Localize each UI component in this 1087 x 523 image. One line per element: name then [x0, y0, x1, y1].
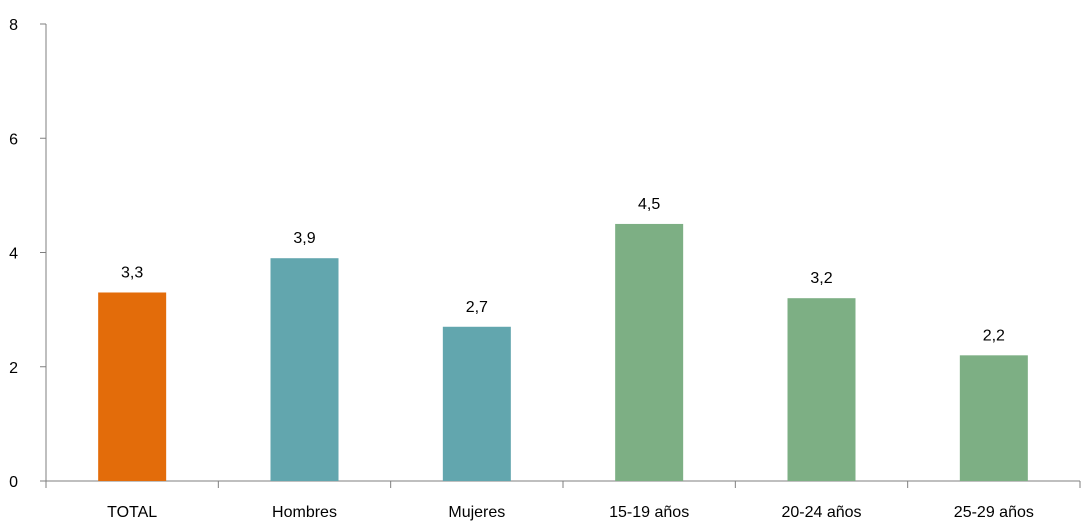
- data-label: 2,7: [466, 299, 488, 316]
- y-tick-label: 8: [9, 17, 18, 34]
- x-tick-label: TOTAL: [107, 504, 157, 521]
- bar: [787, 298, 856, 481]
- bar: [98, 292, 167, 481]
- x-axis: TOTAL Hombres Mujeres 15-19 años 20-24 años 2…: [45, 480, 1081, 521]
- y-tick-label: 2: [9, 360, 18, 377]
- x-tick-label: 20-24 años: [781, 504, 861, 521]
- y-axis: 0 2 4 6 8: [9, 17, 47, 491]
- y-tick-label: 6: [9, 131, 18, 148]
- bar: [615, 223, 684, 481]
- x-tick-label: Mujeres: [448, 504, 505, 521]
- y-tick-label: 0: [9, 474, 18, 491]
- x-tick-label: 25-29 años: [954, 504, 1034, 521]
- x-tick-label: 15-19 años: [609, 504, 689, 521]
- data-label: 3,2: [810, 270, 832, 287]
- bar: [270, 258, 339, 481]
- data-label: 4,5: [638, 196, 660, 213]
- bar: [959, 355, 1028, 481]
- data-label: 3,9: [293, 230, 315, 247]
- bars: [98, 223, 1028, 481]
- y-tick-label: 4: [9, 246, 18, 263]
- data-labels: 3,3 3,9 2,7 4,5 3,2 2,2: [121, 196, 1005, 344]
- x-tick-label: Hombres: [272, 504, 337, 521]
- bar: [442, 326, 511, 481]
- data-label: 2,2: [983, 327, 1005, 344]
- data-label: 3,3: [121, 264, 143, 281]
